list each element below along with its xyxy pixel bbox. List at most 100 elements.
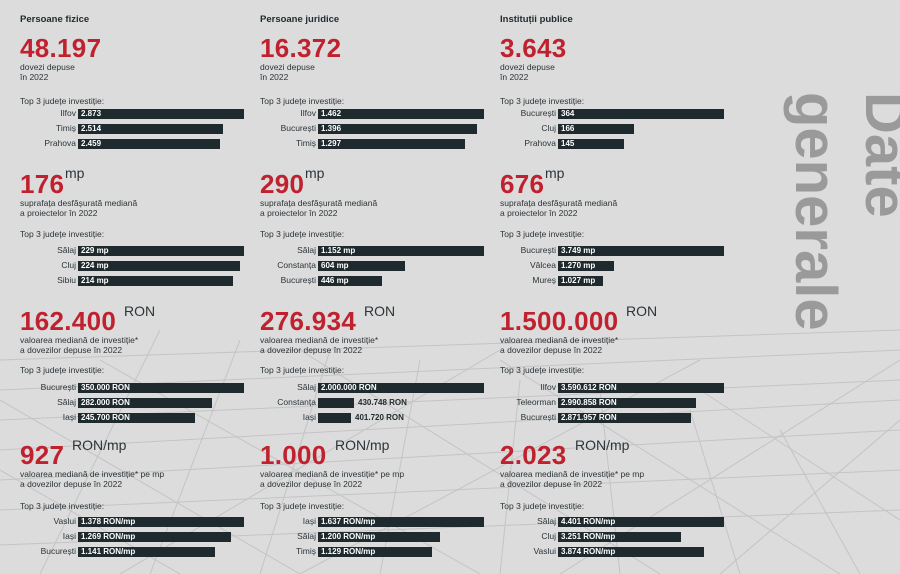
side-title-line-1: Date bbox=[853, 92, 900, 218]
bar-value-label: 1.141 RON/mp bbox=[81, 547, 136, 556]
bar-row: Ilfov 3.590.612 RON bbox=[500, 382, 740, 393]
bar-row: Iași 1.637 RON/mp bbox=[260, 516, 500, 527]
stat-description: suprafața desfășurată mediană a proiectel… bbox=[20, 198, 137, 218]
bar-row: Sălaj 1.200 RON/mp bbox=[260, 531, 500, 542]
bar bbox=[318, 139, 465, 149]
county-label: Timiș bbox=[296, 546, 316, 556]
bar bbox=[78, 413, 195, 423]
bar-value-label: 1.396 bbox=[321, 124, 342, 133]
stat-description-line: în 2022 bbox=[260, 72, 289, 82]
county-label: Ilfov bbox=[300, 108, 316, 118]
bar bbox=[318, 532, 440, 542]
county-label: Constanța bbox=[277, 260, 316, 270]
bar bbox=[78, 398, 212, 408]
bar-value-label: 1.462 bbox=[321, 109, 342, 118]
bar bbox=[78, 124, 223, 134]
bar bbox=[318, 124, 477, 134]
bar-row: Cluj 166 bbox=[500, 123, 740, 134]
stat-description-line: dovezi depuse bbox=[500, 62, 555, 72]
bar-row: Sălaj 229 mp bbox=[20, 245, 260, 256]
bar bbox=[558, 413, 691, 423]
bar-row: Iași 1.269 RON/mp bbox=[20, 531, 260, 542]
stat-description-line: a dovezilor depuse în 2022 bbox=[260, 345, 363, 355]
bar bbox=[318, 109, 484, 119]
stat-description-line: valoarea mediană de investiție* bbox=[20, 335, 139, 345]
bar-value-label: 214 mp bbox=[81, 276, 109, 285]
county-label: Vaslui bbox=[53, 516, 76, 526]
bar-row: Ilfov 2.873 bbox=[20, 108, 260, 119]
county-label: București bbox=[40, 382, 76, 392]
bar-value-label: 1.269 RON/mp bbox=[81, 532, 136, 541]
county-label: Sălaj bbox=[297, 531, 316, 541]
stat-unit: RON bbox=[124, 303, 156, 319]
bar-row: București 2.871.957 RON bbox=[500, 412, 740, 423]
stat-value: 676 bbox=[500, 169, 545, 199]
bar-value-label: 2.990.858 RON bbox=[561, 398, 617, 407]
county-label: Prahova bbox=[524, 138, 556, 148]
stat-unit: RON/mp bbox=[335, 437, 390, 453]
stat-description-line: a proiectelor în 2022 bbox=[500, 208, 578, 218]
stat-value: 16.372 bbox=[260, 33, 342, 63]
bar bbox=[78, 246, 244, 256]
top3-label: Top 3 județe investiție: bbox=[20, 96, 105, 106]
bar-row: București 350.000 RON bbox=[20, 382, 260, 393]
bar-value-label: 1.637 RON/mp bbox=[321, 517, 376, 526]
bar bbox=[558, 398, 696, 408]
county-label: Sibiu bbox=[57, 275, 76, 285]
bar-value-label: 224 mp bbox=[81, 261, 109, 270]
stat-description: dovezi depuse în 2022 bbox=[500, 62, 555, 82]
bar-row: Vâlcea 1.270 mp bbox=[500, 260, 740, 271]
bar-row: București 3.749 mp bbox=[500, 245, 740, 256]
bar-row: Timiș 2.514 bbox=[20, 123, 260, 134]
county-label: Iași bbox=[302, 412, 316, 422]
mesh-line bbox=[499, 379, 521, 574]
bar-value-label: 2.873 bbox=[81, 109, 102, 118]
bar-value-label: 282.000 RON bbox=[81, 398, 130, 407]
bar bbox=[78, 383, 244, 393]
bar-value-label: 166 bbox=[561, 124, 575, 133]
county-label: Sălaj bbox=[537, 516, 556, 526]
bar-row: Iași 245.700 RON bbox=[20, 412, 260, 423]
bar-value-label: 145 bbox=[561, 139, 575, 148]
mesh-line bbox=[0, 329, 900, 361]
bar-row: Ilfov 1.462 bbox=[260, 108, 500, 119]
mesh-line bbox=[0, 429, 900, 481]
stat-description-line: în 2022 bbox=[20, 72, 49, 82]
top3-label: Top 3 județe investiție: bbox=[260, 501, 345, 511]
stat-unit: RON bbox=[626, 303, 658, 319]
bar-value-label: 364 bbox=[561, 109, 575, 118]
bar bbox=[558, 547, 704, 557]
county-label: Sălaj bbox=[297, 245, 316, 255]
bar bbox=[318, 276, 382, 286]
county-label: Vaslui bbox=[533, 546, 556, 556]
bar-value-label: 350.000 RON bbox=[81, 383, 130, 392]
bar-row: București 364 bbox=[500, 108, 740, 119]
stat-description: dovezi depuse în 2022 bbox=[20, 62, 75, 82]
bar-row: Vaslui 1.378 RON/mp bbox=[20, 516, 260, 527]
bar bbox=[78, 109, 244, 119]
stat-description: dovezi depuse în 2022 bbox=[260, 62, 315, 82]
stat-unit: mp bbox=[305, 165, 325, 181]
bar-row: Prahova 145 bbox=[500, 138, 740, 149]
stat-description: valoarea mediană de investiție* a dovezil… bbox=[500, 335, 618, 355]
county-label: Timiș bbox=[296, 138, 316, 148]
bar-row: Constanța 604 mp bbox=[260, 260, 500, 271]
county-label: București bbox=[520, 108, 556, 118]
county-label: București bbox=[520, 412, 556, 422]
bar-value-label: 2.000.000 RON bbox=[321, 383, 377, 392]
stat-description-line: suprafața desfășurată mediană bbox=[260, 198, 378, 208]
stat-value: 1.000 bbox=[260, 440, 327, 470]
bar bbox=[558, 124, 634, 134]
county-label: Sălaj bbox=[297, 382, 316, 392]
stat-unit: RON/mp bbox=[72, 437, 127, 453]
bar bbox=[318, 383, 484, 393]
side-title: Date generale bbox=[783, 92, 900, 331]
bar bbox=[558, 517, 724, 527]
bar-value-label: 2.871.957 RON bbox=[561, 413, 617, 422]
stat-description-line: a dovezilor depuse în 2022 bbox=[500, 345, 603, 355]
stat-description-line: valoarea mediană de investiție* pe mp bbox=[260, 469, 405, 479]
bar bbox=[318, 398, 354, 408]
stat-value: 276.934 bbox=[260, 306, 357, 336]
bar bbox=[78, 547, 215, 557]
bar bbox=[558, 276, 603, 286]
